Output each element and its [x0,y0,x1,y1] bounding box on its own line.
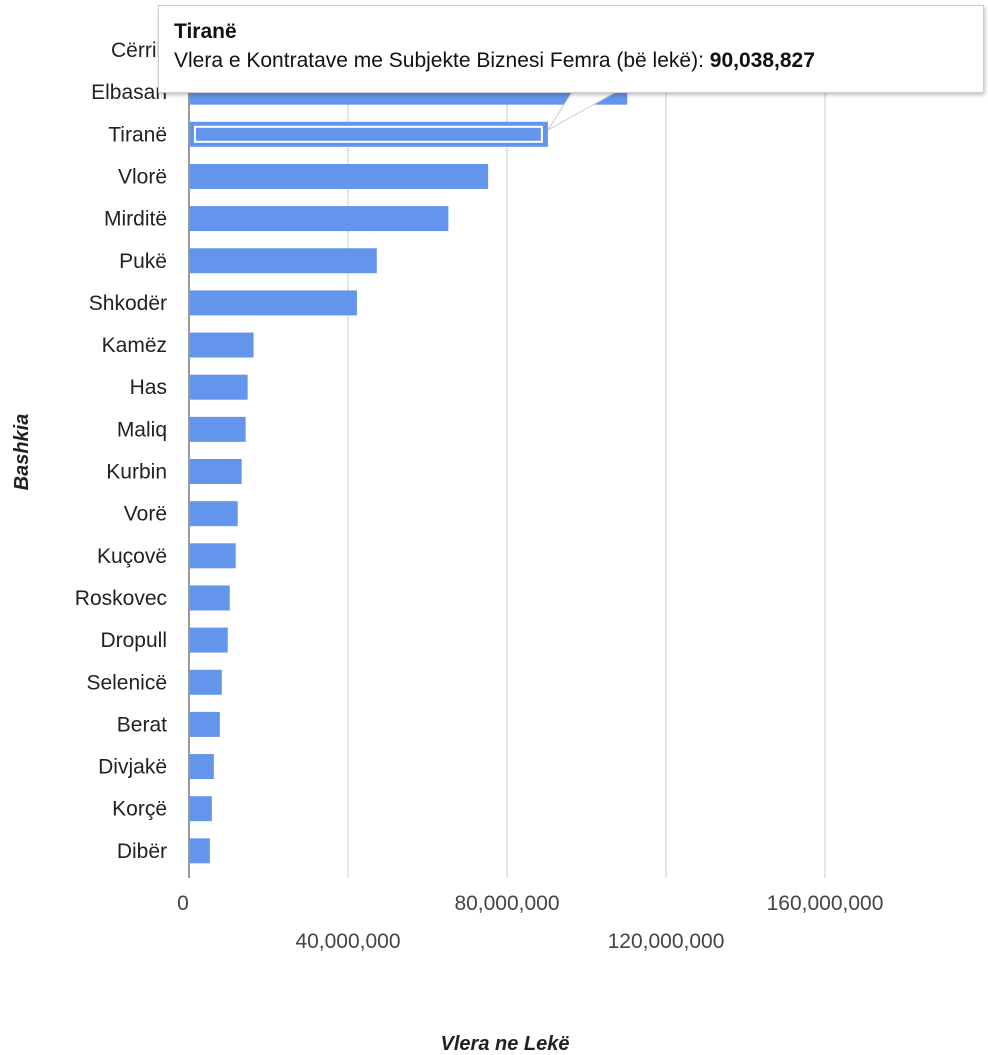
category-label-dropull: Dropull [100,629,167,652]
x-tick-label-2: 80,000,000 [454,892,559,915]
tooltip-title: Tiranë [174,20,237,43]
bar-mirdit-[interactable] [190,206,449,232]
category-label-mirdit-: Mirditë [104,208,167,231]
bar-berat[interactable] [190,711,220,737]
x-tick-label-4: 160,000,000 [767,892,884,915]
category-label-elbasan: Elbasan [91,81,167,104]
category-label-kam-z: Kamëz [102,334,167,357]
bar-dropull[interactable] [190,627,228,653]
bar-ku-ov-[interactable] [190,543,236,569]
category-label-c-rrik: Cërrik [111,39,167,62]
bar-roskovec[interactable] [190,585,230,611]
category-label-puk-: Pukë [119,250,167,273]
category-label-vor-: Vorë [124,503,167,526]
tooltip: Tiranë Vlera e Kontratave me Subjekte Bi… [158,5,984,93]
category-label-kurbin: Kurbin [106,461,167,484]
bar-selenic-[interactable] [190,669,222,695]
x-tick-label-1: 40,000,000 [295,930,400,953]
bar-has[interactable] [190,374,248,400]
bar-tiran-[interactable] [190,121,548,147]
category-label-tiran-: Tiranë [108,123,167,146]
category-label-dib-r: Dibër [117,840,167,863]
category-label-maliq: Maliq [117,418,167,441]
tooltip-label: Vlera e Kontratave me Subjekte Biznesi F… [174,49,704,72]
x-tick-labels: 0 40,000,000 80,000,000 120,000,000 160,000,… [177,892,883,953]
category-label-selenic-: Selenicë [86,671,167,694]
bar-dib-r[interactable] [190,838,210,864]
tooltip-value: 90,038,827 [709,49,815,72]
bars [190,37,699,864]
bar-shkod-r[interactable] [190,290,357,316]
bar-kam-z[interactable] [190,332,254,358]
category-label-kor-: Korçë [112,798,167,821]
bar-kor-[interactable] [190,796,212,822]
gridlines [188,5,826,878]
y-axis-title: Bashkia [11,414,33,491]
bar-divjak-[interactable] [190,754,214,780]
category-label-divjak-: Divjakë [98,756,167,779]
bar-highlight-tiran- [194,125,543,143]
category-label-ku-ov-: Kuçovë [97,545,167,568]
tooltip-line: Vlera e Kontratave me Subjekte Biznesi F… [174,46,983,76]
bar-puk-[interactable] [190,248,377,274]
category-label-roskovec: Roskovec [75,587,167,610]
category-label-shkod-r: Shkodër [89,292,167,315]
category-label-has: Has [130,376,167,399]
category-labels: Cërrik Elbasan Tiranë Vlorë Mirditë Pukë Shkod… [75,39,168,863]
bar-vlor-[interactable] [190,163,489,189]
x-tick-label-3: 120,000,000 [608,930,725,953]
bar-kurbin[interactable] [190,459,242,484]
category-label-berat: Berat [117,713,167,736]
bar-maliq[interactable] [190,416,246,442]
bar-vor-[interactable] [190,501,238,527]
x-tick-label-0: 0 [177,892,189,915]
x-axis-title: Vlera ne Lekë [441,1033,570,1055]
category-label-vlor-: Vlorë [118,165,167,188]
